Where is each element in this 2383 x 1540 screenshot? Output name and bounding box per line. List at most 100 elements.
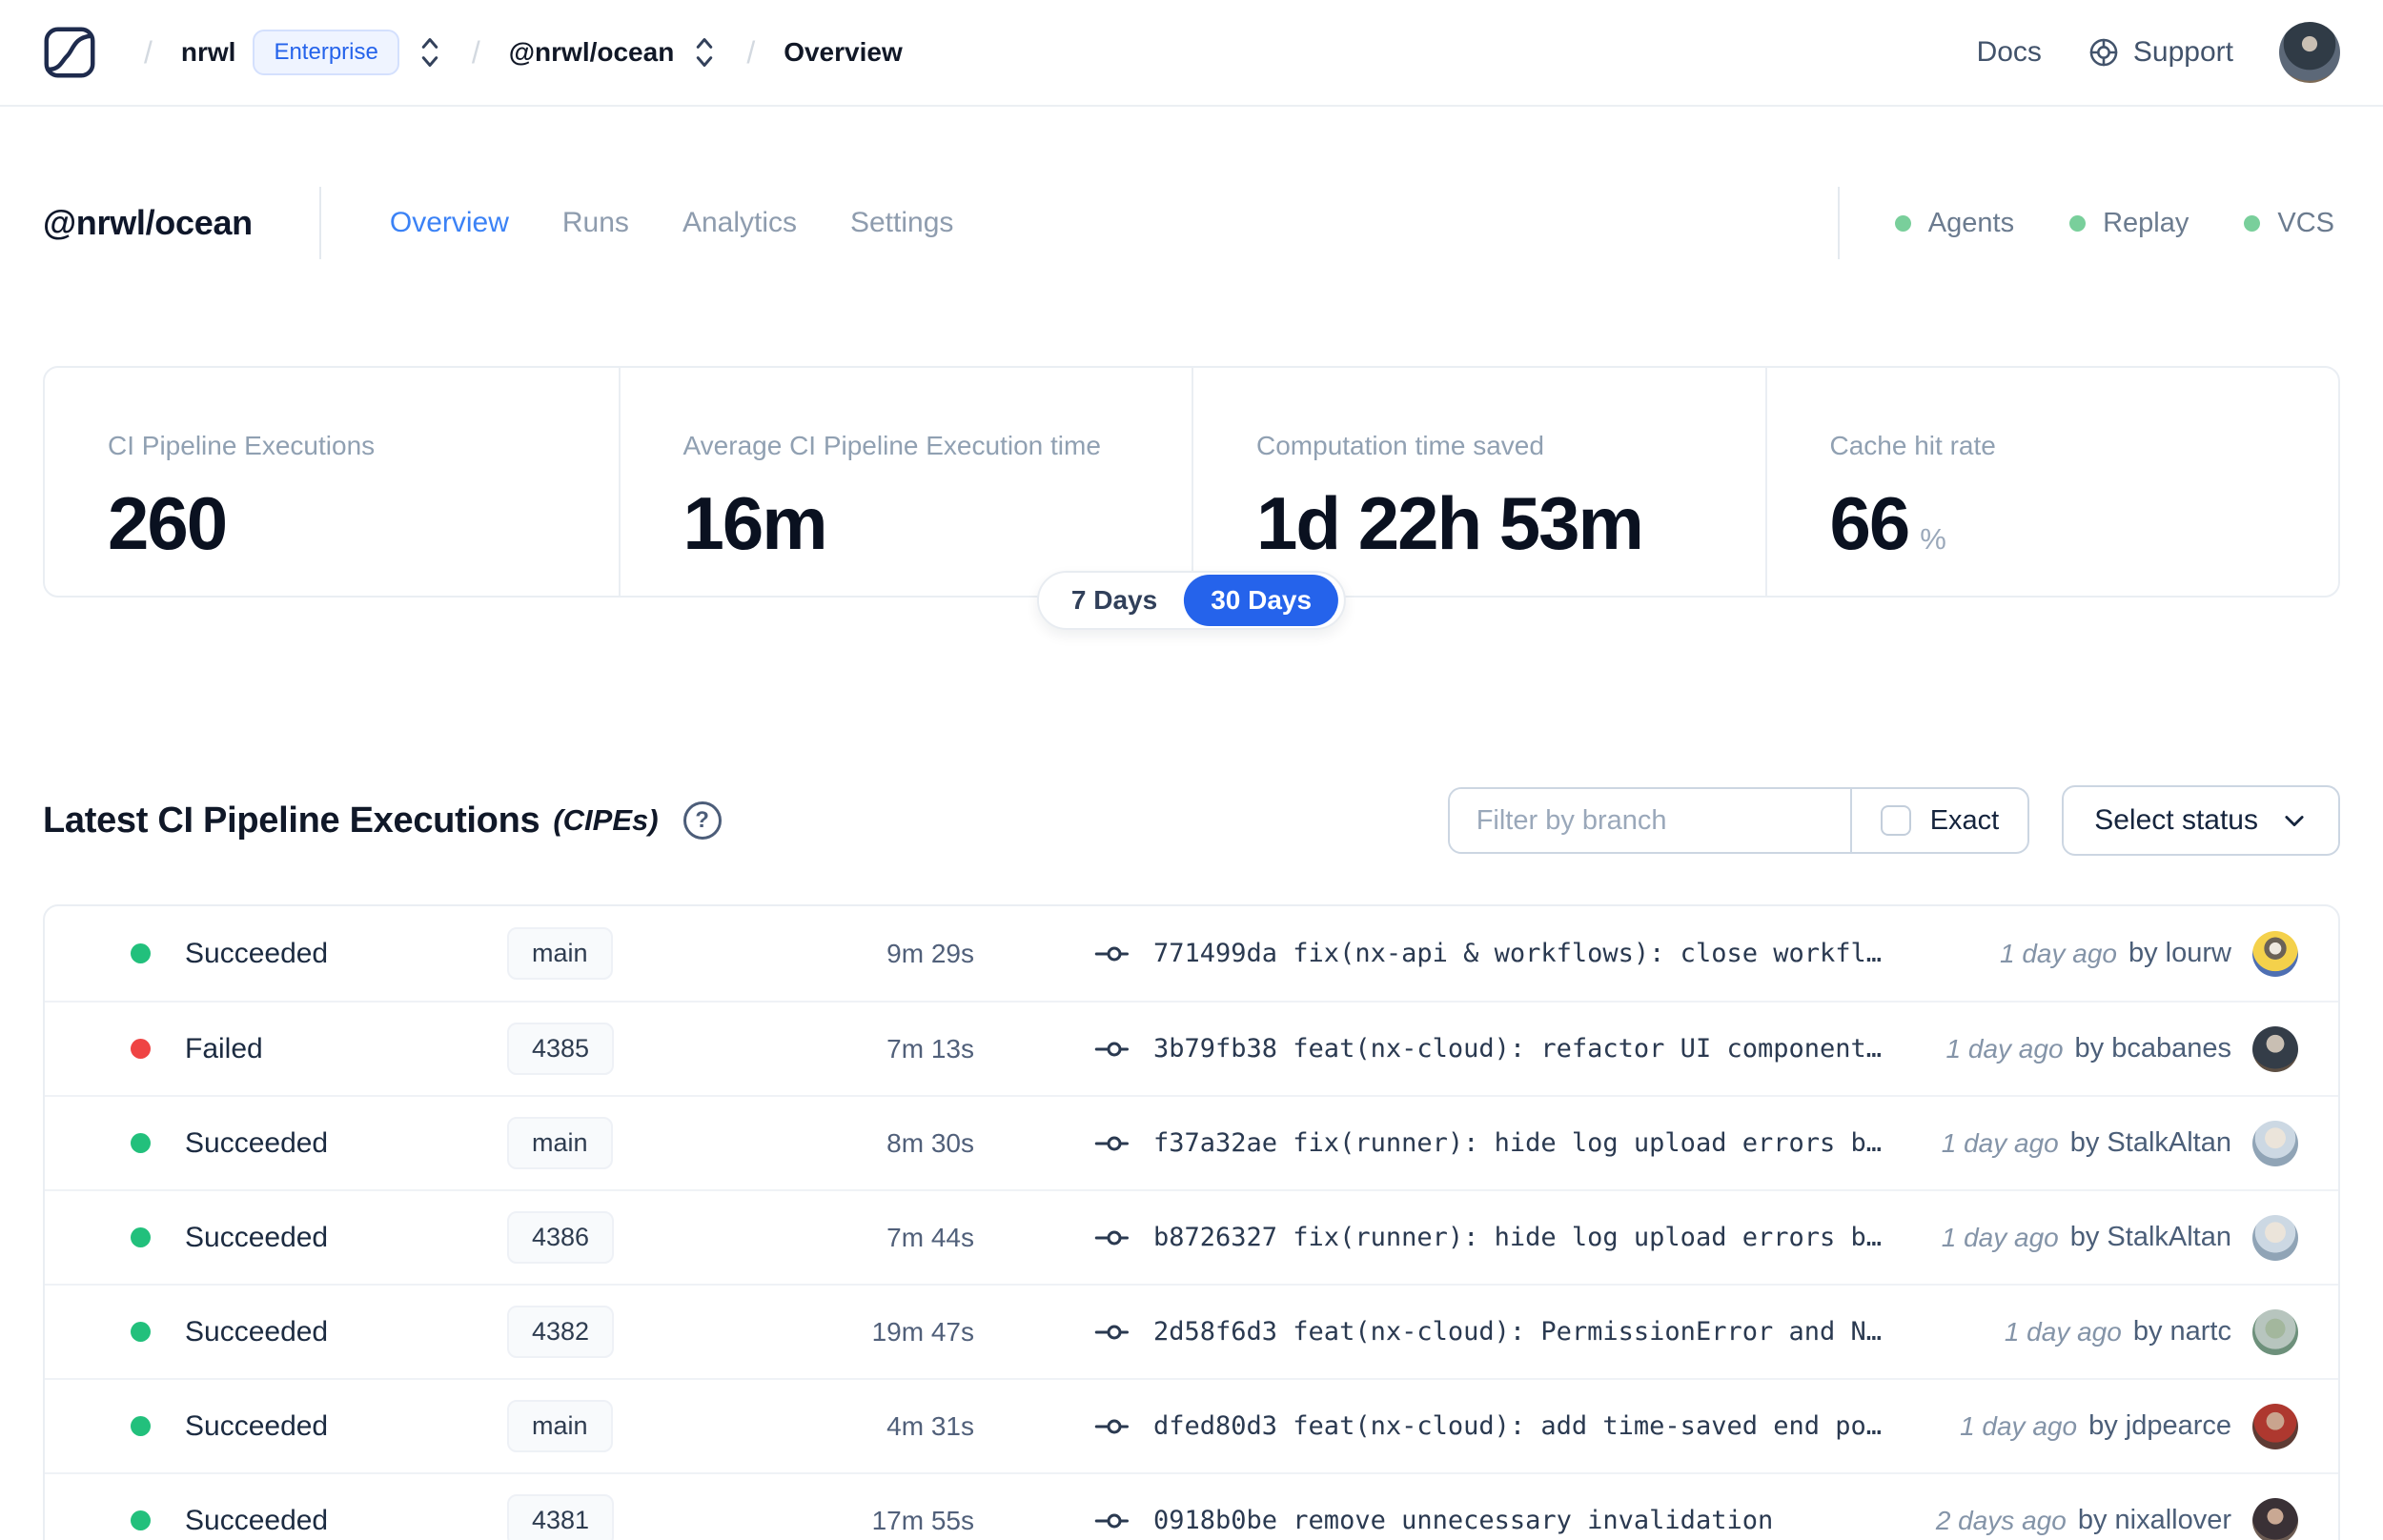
commit-message: dfed80d3 feat(nx-cloud): add time-saved … bbox=[1153, 1411, 1883, 1441]
date-range-toggle: 7 Days 30 Days bbox=[1036, 571, 1347, 630]
cipe-row[interactable]: Succeeded main 4m 31s dfed80d3 feat(nx-c… bbox=[45, 1378, 2338, 1472]
tab-runs[interactable]: Runs bbox=[561, 207, 629, 238]
status-label: Succeeded bbox=[185, 1315, 329, 1348]
user-avatar[interactable] bbox=[2279, 22, 2340, 83]
stat-value: 1d 22h 53m bbox=[1256, 481, 1644, 565]
status-dot-icon bbox=[2244, 214, 2261, 232]
workspace-switcher-chevrons-icon[interactable] bbox=[691, 35, 718, 70]
cipe-section-header: Latest CI Pipeline Executions (CIPEs) ? … bbox=[43, 785, 2340, 856]
git-commit-icon bbox=[1094, 946, 1129, 961]
toggle-30-days[interactable]: 30 Days bbox=[1184, 575, 1339, 626]
duration: 8m 30s bbox=[886, 1127, 974, 1158]
git-commit-icon bbox=[1094, 1325, 1129, 1339]
breadcrumb-workspace[interactable]: @nrwl/ocean bbox=[508, 37, 675, 67]
feature-vcs[interactable]: VCS bbox=[2244, 208, 2334, 239]
author-avatar bbox=[2252, 1308, 2298, 1355]
branch-badge: main bbox=[507, 1400, 613, 1452]
select-status-dropdown[interactable]: Select status bbox=[2062, 785, 2340, 856]
stat-value-suffix: % bbox=[1920, 522, 1946, 556]
author-avatar bbox=[2252, 1025, 2298, 1072]
status-dot-icon bbox=[131, 1227, 151, 1247]
status-dot-icon bbox=[2069, 214, 2087, 232]
duration: 9m 29s bbox=[886, 938, 974, 968]
timestamp: 1 day ago bbox=[2000, 938, 2117, 968]
status-label: Succeeded bbox=[185, 1409, 329, 1442]
breadcrumb-page: Overview bbox=[784, 37, 903, 67]
toggle-7-days[interactable]: 7 Days bbox=[1070, 585, 1158, 615]
timestamp: 1 day ago bbox=[1960, 1410, 2078, 1441]
breadcrumb-separator: / bbox=[471, 34, 480, 70]
status-label: Succeeded bbox=[185, 1504, 329, 1536]
stat-value: 66 bbox=[1829, 481, 1911, 565]
workspace-title: @nrwl/ocean bbox=[43, 203, 253, 242]
divider bbox=[1837, 187, 1840, 259]
author-avatar bbox=[2252, 1403, 2298, 1449]
breadcrumb: / nrwl Enterprise / @nrwl/ocean / Overvi… bbox=[144, 30, 903, 75]
timestamp: 1 day ago bbox=[1941, 1222, 2059, 1252]
stat-card-computation-time-saved: Computation time saved 1d 22h 53m bbox=[1192, 368, 1765, 596]
tab-overview[interactable]: Overview bbox=[389, 207, 509, 238]
status-dot-icon bbox=[131, 1416, 151, 1436]
docs-link[interactable]: Docs bbox=[1976, 36, 2042, 68]
stats-card-row: CI Pipeline Executions 260 Average CI Pi… bbox=[43, 366, 2340, 630]
stat-card-ci-pipeline-executions: CI Pipeline Executions 260 bbox=[45, 368, 619, 596]
support-label: Support bbox=[2132, 36, 2233, 68]
git-commit-icon bbox=[1094, 1513, 1129, 1528]
stat-card-average-execution-time: Average CI Pipeline Execution time 16m bbox=[618, 368, 1192, 596]
nx-cloud-logo-icon[interactable] bbox=[43, 26, 96, 79]
status-label: Succeeded bbox=[185, 1126, 329, 1159]
stat-value: 16m bbox=[682, 481, 828, 565]
branch-filter-input[interactable] bbox=[1449, 789, 1850, 852]
branch-badge: main bbox=[507, 927, 613, 980]
author: by bcabanes bbox=[2074, 1033, 2231, 1064]
author: by nixallover bbox=[2077, 1505, 2231, 1535]
cipe-row[interactable]: Succeeded main 9m 29s 771499da fix(nx-ap… bbox=[45, 906, 2338, 1001]
exact-checkbox[interactable] bbox=[1880, 805, 1911, 836]
stat-label: Cache hit rate bbox=[1829, 431, 1996, 460]
branch-badge: 4382 bbox=[507, 1306, 615, 1358]
author-avatar bbox=[2252, 1214, 2298, 1261]
support-link[interactable]: Support bbox=[2088, 36, 2233, 69]
git-commit-icon bbox=[1094, 1042, 1129, 1056]
branch-filter-group: Exact bbox=[1447, 787, 2030, 854]
commit-message: 771499da fix(nx-api & workflows): close … bbox=[1153, 939, 1883, 968]
author: by StalkAltan bbox=[2069, 1127, 2231, 1158]
workspace-tabs: Overview Runs Analytics Settings bbox=[390, 207, 954, 239]
stat-label: Average CI Pipeline Execution time bbox=[682, 431, 1101, 460]
status-dot-icon bbox=[131, 1039, 151, 1059]
author: by nartc bbox=[2132, 1316, 2231, 1347]
workspace-bar: @nrwl/ocean Overview Runs Analytics Sett… bbox=[43, 183, 2340, 263]
feature-replay-label: Replay bbox=[2103, 207, 2190, 238]
tab-analytics[interactable]: Analytics bbox=[682, 207, 797, 238]
git-commit-icon bbox=[1094, 1230, 1129, 1245]
feature-agents[interactable]: Agents bbox=[1894, 208, 2014, 239]
author-avatar bbox=[2252, 930, 2298, 977]
cipe-row[interactable]: Succeeded 4386 7m 44s b8726327 fix(runne… bbox=[45, 1189, 2338, 1284]
cipe-row[interactable]: Failed 4385 7m 13s 3b79fb38 feat(nx-clou… bbox=[45, 1001, 2338, 1095]
feature-status-group: Agents Replay VCS bbox=[1837, 187, 2340, 259]
breadcrumb-separator: / bbox=[746, 34, 756, 70]
exact-label: Exact bbox=[1929, 804, 2000, 836]
cipe-row[interactable]: Succeeded 4382 19m 47s 2d58f6d3 feat(nx-… bbox=[45, 1284, 2338, 1378]
author-avatar bbox=[2252, 1497, 2298, 1540]
org-switcher-chevrons-icon[interactable] bbox=[417, 35, 443, 70]
enterprise-badge[interactable]: Enterprise bbox=[253, 30, 399, 75]
breadcrumb-separator: / bbox=[144, 34, 153, 70]
timestamp: 1 day ago bbox=[1945, 1033, 2064, 1064]
duration: 19m 47s bbox=[871, 1316, 974, 1347]
breadcrumb-org[interactable]: nrwl bbox=[180, 37, 236, 67]
feature-replay[interactable]: Replay bbox=[2069, 208, 2189, 239]
tab-settings[interactable]: Settings bbox=[849, 207, 954, 238]
git-commit-icon bbox=[1094, 1419, 1129, 1433]
cipe-row[interactable]: Succeeded 4381 17m 55s 0918b0be remove u… bbox=[45, 1472, 2338, 1540]
stat-card-cache-hit-rate: Cache hit rate 66 % bbox=[1764, 368, 2339, 596]
stat-value: 260 bbox=[108, 481, 228, 565]
section-title: Latest CI Pipeline Executions bbox=[43, 800, 540, 841]
commit-message: 2d58f6d3 feat(nx-cloud): PermissionError… bbox=[1153, 1317, 1883, 1347]
cipe-row[interactable]: Succeeded main 8m 30s f37a32ae fix(runne… bbox=[45, 1095, 2338, 1189]
author: by jdpearce bbox=[2088, 1410, 2231, 1441]
author: by StalkAltan bbox=[2069, 1222, 2231, 1252]
feature-vcs-label: VCS bbox=[2277, 207, 2334, 238]
branch-badge: 4385 bbox=[507, 1023, 615, 1075]
help-icon[interactable]: ? bbox=[682, 801, 722, 840]
